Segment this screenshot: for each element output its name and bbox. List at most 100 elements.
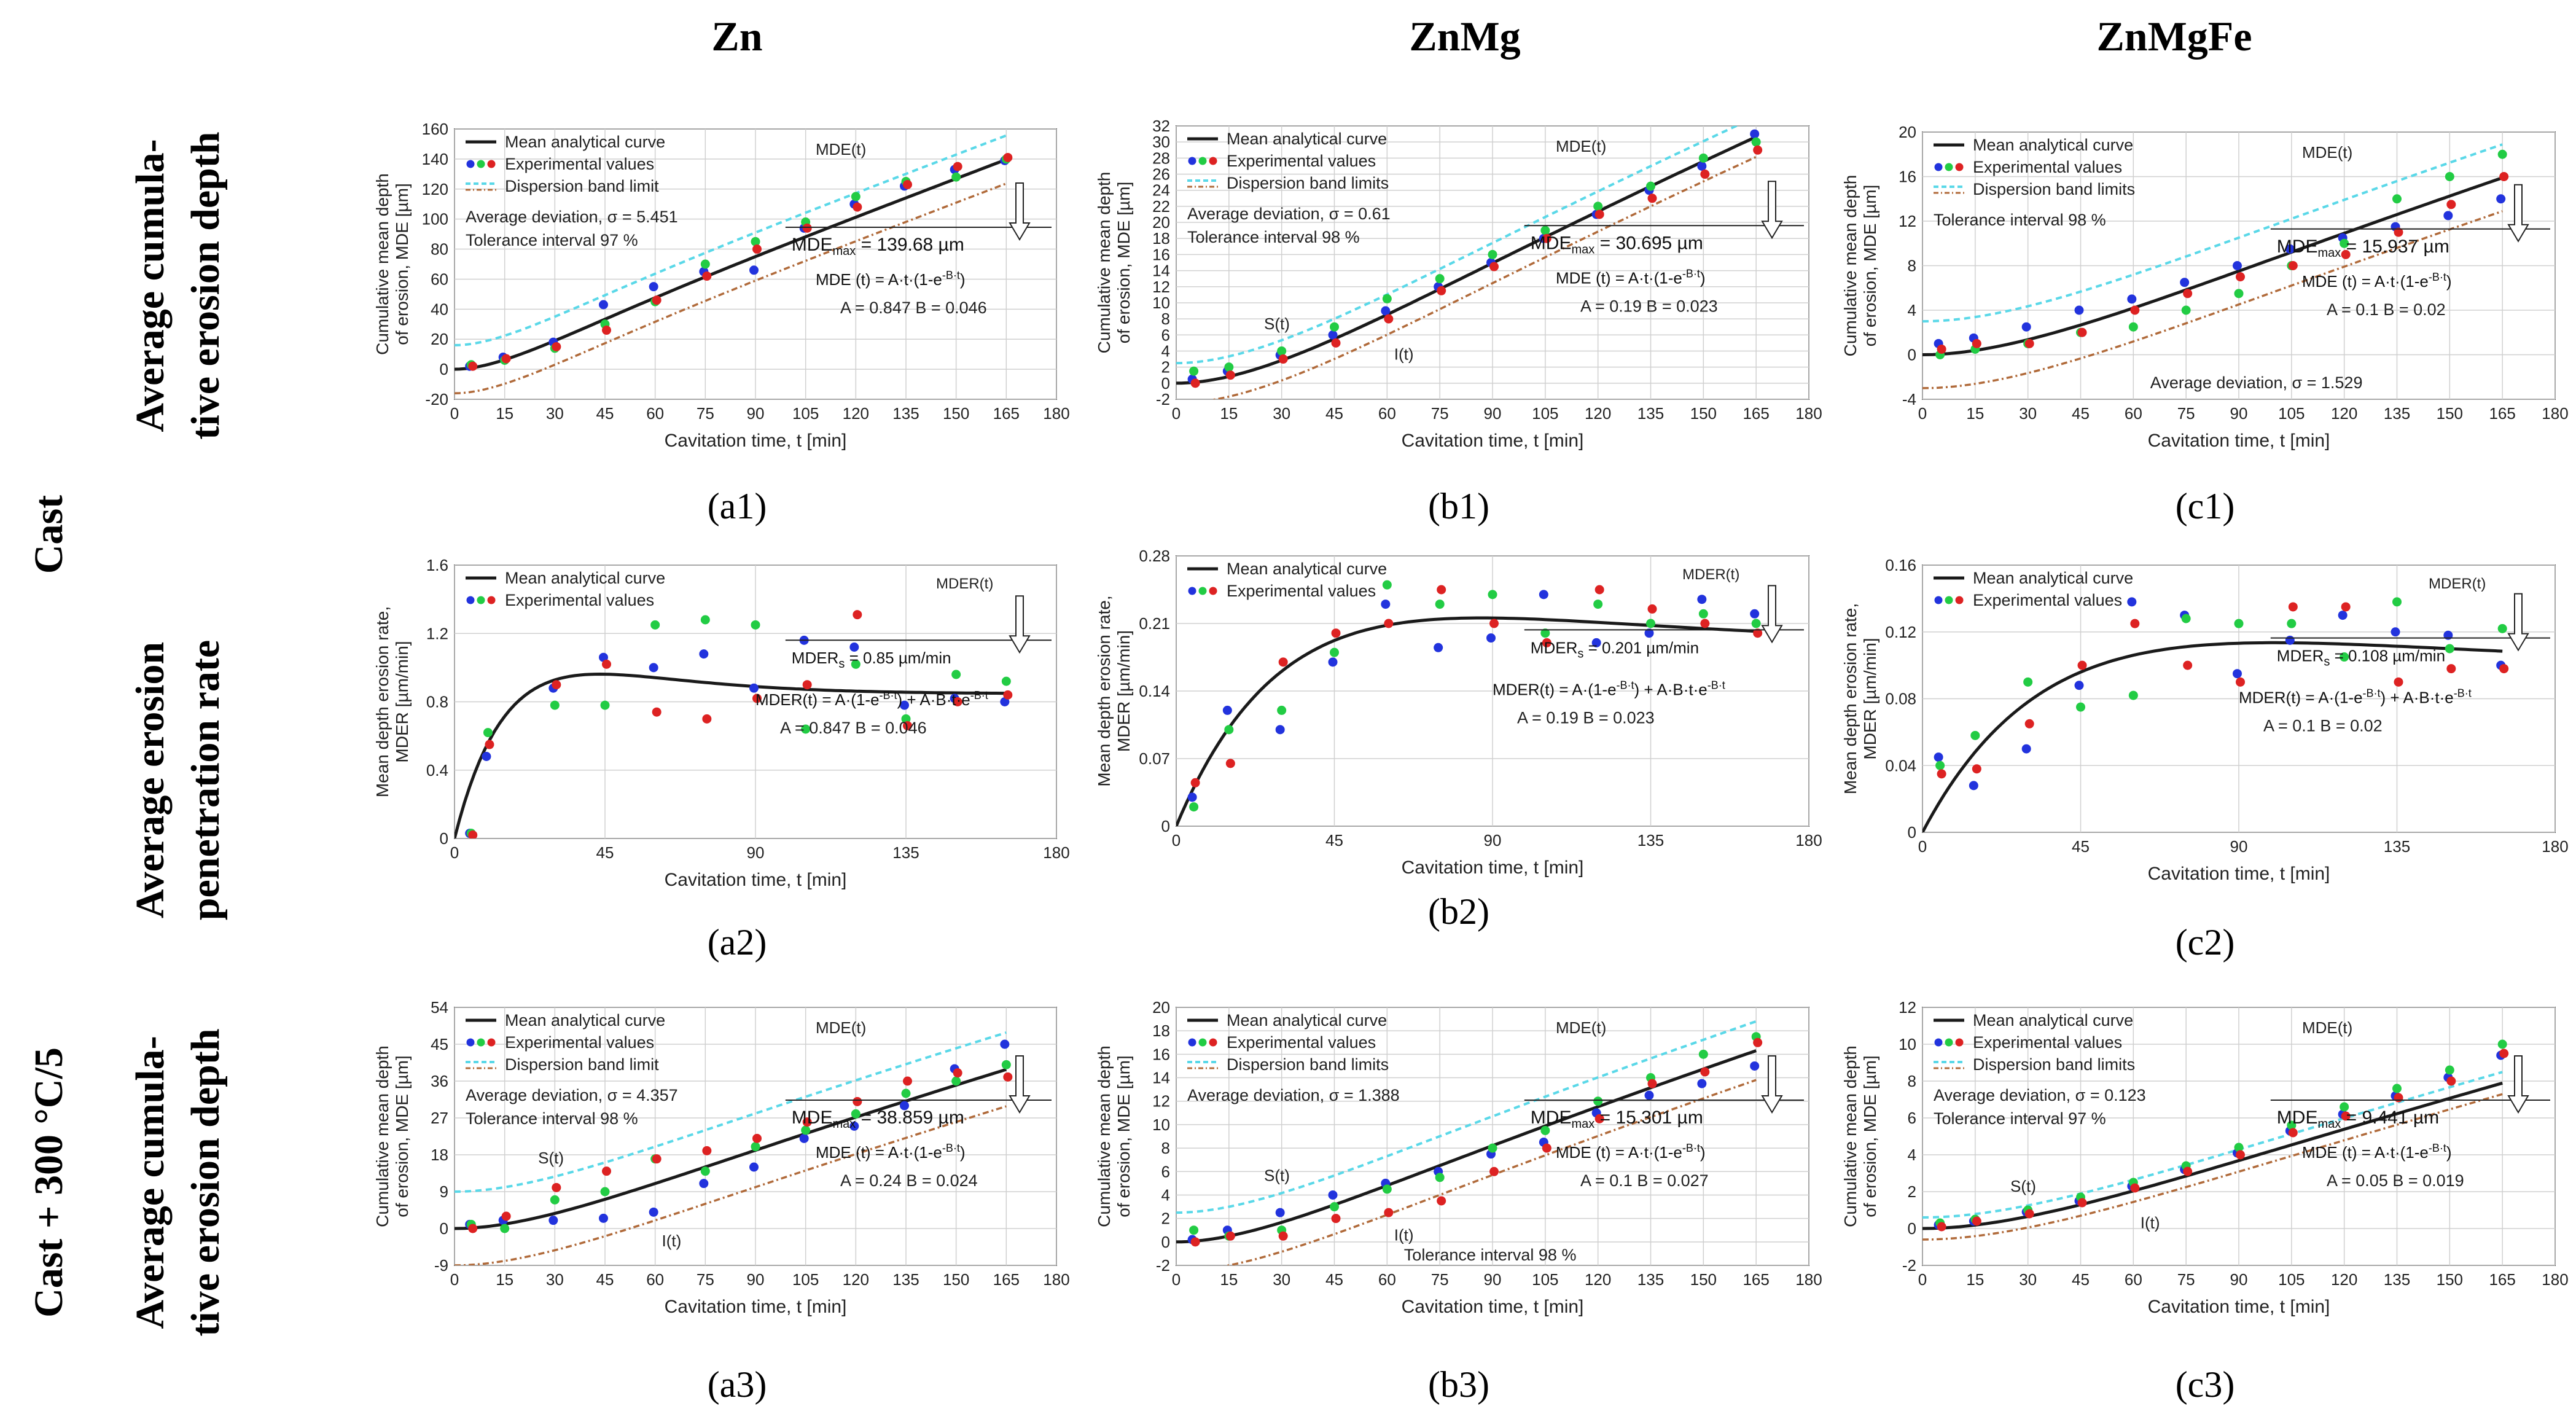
data-point-green bbox=[1935, 760, 1945, 770]
data-point-red bbox=[1331, 628, 1341, 638]
formula-text: MDER(t) = A·(1-e-B·t) + A·B·t·e-B·t bbox=[1493, 679, 1725, 698]
y-tick-label: 8 bbox=[1908, 1072, 1916, 1090]
y-tick-label: 18 bbox=[431, 1146, 448, 1164]
data-point-red bbox=[1937, 769, 1946, 779]
data-point-green bbox=[751, 1142, 760, 1152]
caption-b1: (b1) bbox=[1428, 486, 1489, 526]
y-tick-label: 0 bbox=[1161, 817, 1170, 835]
legend-label: Mean analytical curve bbox=[1227, 560, 1387, 578]
x-tick-label: 120 bbox=[843, 1270, 869, 1289]
data-point-red bbox=[1437, 585, 1446, 595]
data-point-red bbox=[2499, 172, 2509, 181]
i-t-label: I(t) bbox=[1394, 1225, 1414, 1244]
y-tick-label: 4 bbox=[1908, 301, 1916, 319]
legend-label: Mean analytical curve bbox=[505, 1011, 665, 1029]
x-tick-label: 30 bbox=[546, 1270, 564, 1289]
x-tick-label: 165 bbox=[993, 404, 1020, 423]
i-t-label: I(t) bbox=[662, 1232, 682, 1250]
s-t-label: S(t) bbox=[538, 1149, 564, 1167]
parameters-text: A = 0.847 B = 0.046 bbox=[780, 719, 927, 737]
legend: Mean analytical curve Experimental values… bbox=[466, 133, 665, 195]
data-point-red bbox=[2130, 619, 2140, 628]
plot-content bbox=[1176, 1020, 1763, 1265]
parameters-text: A = 0.05 B = 0.019 bbox=[2327, 1171, 2464, 1190]
data-point-red bbox=[2446, 664, 2456, 674]
y-tick-label: 8 bbox=[1908, 257, 1916, 275]
data-point-green bbox=[1382, 1184, 1392, 1194]
data-point-green bbox=[1593, 600, 1603, 609]
x-tick-label: 180 bbox=[2542, 837, 2568, 856]
x-tick-label: 0 bbox=[1918, 404, 1927, 423]
max-arrow bbox=[1009, 1055, 1031, 1114]
mder-t-label: MDER(t) bbox=[2429, 576, 2486, 592]
data-point-red bbox=[903, 721, 912, 730]
data-point-red bbox=[702, 1146, 712, 1155]
data-point-red bbox=[953, 162, 962, 171]
data-point-red bbox=[1647, 193, 1657, 203]
data-point-red bbox=[2236, 1150, 2245, 1160]
formula-text: MDE (t) = A·t·(1-e-B·t) bbox=[2302, 271, 2452, 291]
data-point-red bbox=[802, 223, 812, 233]
x-tick-label: 150 bbox=[2437, 404, 2463, 423]
data-point-green bbox=[2340, 238, 2349, 248]
legend-swatch-exp bbox=[487, 596, 496, 604]
data-point-green bbox=[1435, 274, 1445, 284]
legend-swatch-exp bbox=[1945, 163, 1953, 171]
data-point-red bbox=[1972, 764, 1981, 774]
data-point-green bbox=[901, 1088, 911, 1098]
chart-a2: 0 0.4 0.8 1.2 1.6 0 45 90 135 180 Cavitation time,… bbox=[369, 550, 1075, 897]
data-point-green bbox=[1593, 1096, 1603, 1106]
data-point-green bbox=[951, 172, 961, 182]
data-point-blue bbox=[599, 1213, 608, 1223]
chart-svg-b2: 0 0.07 0.14 0.21 0.28 0 45 90 135 180 Cavitation t… bbox=[1095, 547, 1822, 878]
data-point-red bbox=[1700, 170, 1710, 179]
parameters-text: A = 0.24 B = 0.024 bbox=[840, 1171, 978, 1190]
data-point-green bbox=[2128, 322, 2138, 332]
data-point-red bbox=[2288, 1128, 2298, 1138]
data-point-green bbox=[700, 259, 710, 269]
data-point-blue bbox=[2233, 669, 2242, 679]
y-tick-label: 0.21 bbox=[1139, 614, 1170, 633]
legend-swatch-exp bbox=[1945, 1038, 1953, 1047]
legend-label: Dispersion band limit bbox=[505, 177, 659, 195]
data-point-red bbox=[1594, 209, 1604, 219]
x-tick-label: 75 bbox=[1431, 404, 1449, 423]
data-point-blue bbox=[548, 1216, 558, 1225]
y-axis-label: of erosion, MDE [µm] bbox=[392, 1055, 412, 1217]
data-point-green bbox=[2340, 1102, 2349, 1112]
column-header-zn: Zn bbox=[711, 13, 763, 60]
data-point-red bbox=[2341, 249, 2351, 259]
data-point-red bbox=[652, 1154, 662, 1164]
data-point-green bbox=[700, 615, 710, 625]
mde-t-label: MDE(t) bbox=[2302, 143, 2352, 162]
y-tick-label: 54 bbox=[431, 998, 448, 1017]
data-point-green bbox=[1488, 1143, 1497, 1153]
x-tick-label: 15 bbox=[1966, 1270, 1984, 1289]
y-tick-label: 16 bbox=[1152, 245, 1170, 264]
data-point-red bbox=[1437, 1196, 1446, 1206]
group-label-cast: Cast bbox=[26, 494, 71, 574]
row-label-3-line-1: Average cumula- bbox=[128, 1036, 173, 1329]
data-point-blue bbox=[599, 300, 608, 310]
data-point-green bbox=[2497, 623, 2507, 633]
y-tick-label: 0.07 bbox=[1139, 749, 1170, 768]
legend-label: Dispersion band limits bbox=[1973, 1055, 2135, 1074]
y-tick-label: 20 bbox=[431, 330, 448, 348]
data-point-red bbox=[1972, 1216, 1981, 1226]
data-point-red bbox=[2130, 1183, 2140, 1193]
data-point-green bbox=[2234, 289, 2244, 299]
mean-curve bbox=[455, 672, 1007, 838]
y-tick-label: 0 bbox=[1908, 346, 1916, 364]
x-axis-label: Cavitation time, t [min] bbox=[1402, 431, 1584, 451]
x-tick-label: 45 bbox=[1325, 831, 1343, 850]
mde-t-label: MDE(t) bbox=[1556, 1018, 1606, 1037]
legend-swatch-exp bbox=[487, 1038, 496, 1047]
x-tick-label: 135 bbox=[1637, 831, 1664, 850]
y-tick-label: 0.16 bbox=[1885, 556, 1916, 574]
x-tick-label: 105 bbox=[2278, 404, 2305, 423]
data-point-green bbox=[1330, 647, 1339, 657]
caption-b3: (b3) bbox=[1428, 1364, 1489, 1405]
legend-swatch-exp bbox=[1198, 157, 1207, 165]
data-point-blue bbox=[1539, 590, 1548, 600]
